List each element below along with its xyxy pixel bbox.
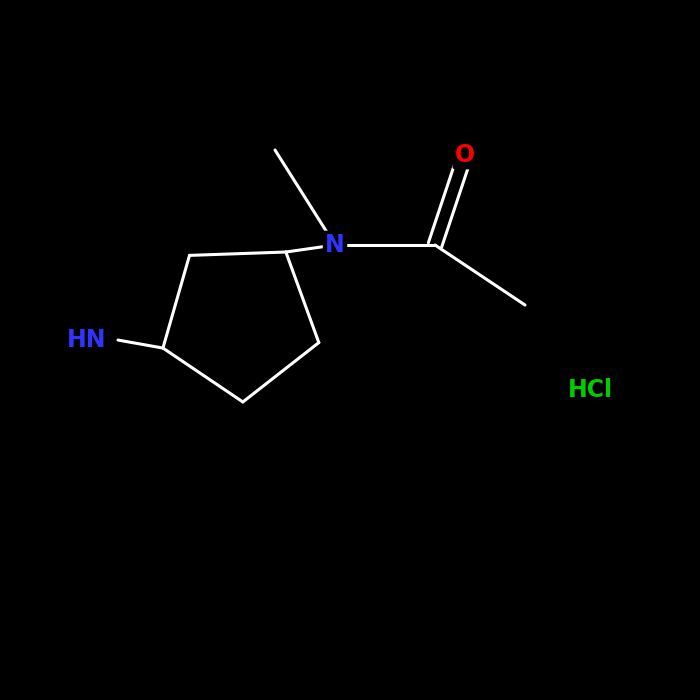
- Text: HCl: HCl: [568, 378, 612, 402]
- Text: O: O: [455, 143, 475, 167]
- Text: N: N: [325, 233, 345, 257]
- Text: HN: HN: [66, 328, 106, 352]
